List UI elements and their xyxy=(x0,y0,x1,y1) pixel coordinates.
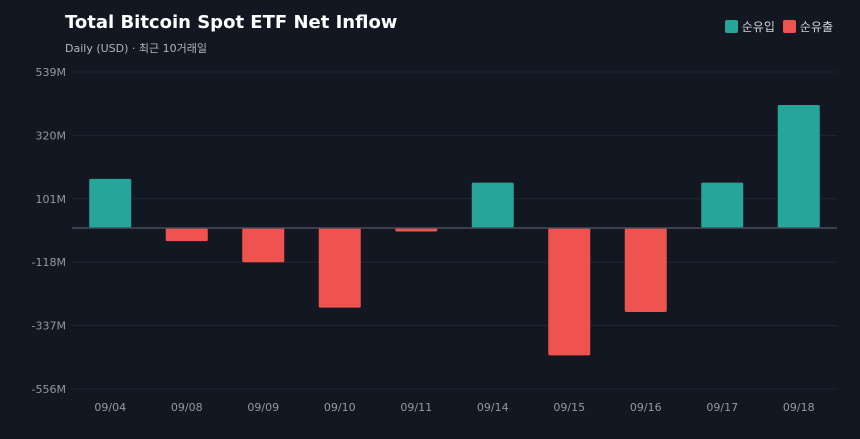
bar-09-17[interactable] xyxy=(701,182,744,229)
x-tick-label: 09/09 xyxy=(247,401,279,414)
chart-title: Total Bitcoin Spot ETF Net Inflow xyxy=(65,12,398,33)
x-tick-label: 09/10 xyxy=(324,401,356,414)
chart-legend: 순유입 순유출 xyxy=(724,18,833,35)
y-tick-label: -556M xyxy=(32,383,66,396)
bar-09-10[interactable] xyxy=(318,228,361,308)
bar-09-08[interactable] xyxy=(165,228,208,242)
y-tick-label: -118M xyxy=(32,256,66,269)
y-axis-ticks: 539M 320M 101M -118M -337M -556M xyxy=(32,66,66,396)
bar-09-15[interactable] xyxy=(548,228,591,356)
y-tick-label: -337M xyxy=(32,320,66,333)
x-tick-label: 09/14 xyxy=(477,401,509,414)
legend-item-outflow[interactable]: 순유출 xyxy=(782,18,833,35)
legend-label-inflow: 순유입 xyxy=(741,20,775,34)
y-tick-label: 539M xyxy=(36,66,67,79)
legend-label-outflow: 순유출 xyxy=(799,20,833,34)
bar-09-11[interactable] xyxy=(395,228,438,232)
y-tick-label: 320M xyxy=(36,129,67,142)
legend-swatch-outflow xyxy=(782,20,796,33)
x-tick-label: 09/04 xyxy=(94,401,126,414)
legend-swatch-inflow xyxy=(724,20,738,33)
y-tick-label: 101M xyxy=(36,193,67,206)
x-tick-label: 09/08 xyxy=(171,401,203,414)
chart-subtitle: Daily (USD) · 최근 10거래일 xyxy=(65,42,207,55)
legend-item-inflow[interactable]: 순유입 xyxy=(724,18,775,35)
bar-09-18[interactable] xyxy=(777,105,820,229)
bar-09-16[interactable] xyxy=(624,228,667,312)
bar-09-04[interactable] xyxy=(89,178,132,229)
bars xyxy=(89,105,820,356)
bar-09-14[interactable] xyxy=(471,182,514,229)
x-tick-label: 09/15 xyxy=(553,401,585,414)
x-tick-label: 09/18 xyxy=(783,401,815,414)
x-axis-ticks: 09/04 09/08 09/09 09/10 09/11 09/14 09/15 09/16… xyxy=(94,401,814,414)
x-tick-label: 09/16 xyxy=(630,401,662,414)
x-tick-label: 09/17 xyxy=(706,401,738,414)
x-tick-label: 09/11 xyxy=(400,401,432,414)
bar-09-09[interactable] xyxy=(242,228,285,263)
